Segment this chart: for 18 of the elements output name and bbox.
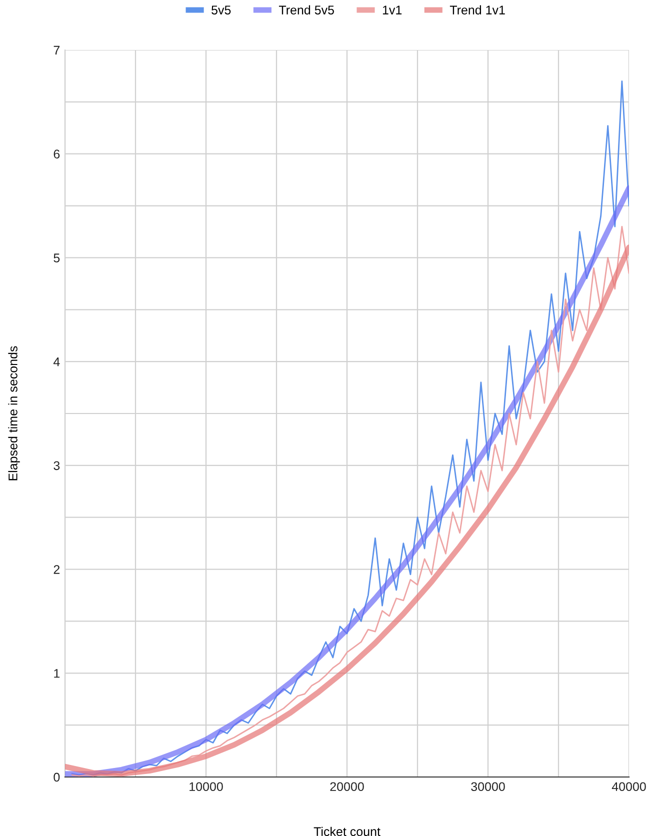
x-tick-label: 40000 bbox=[612, 782, 646, 792]
y-tick-label: 2 bbox=[54, 565, 60, 574]
y-tick-label: 1 bbox=[54, 669, 60, 678]
legend-label: 5v5 bbox=[212, 6, 231, 14]
y-tick-label: 3 bbox=[54, 461, 60, 470]
y-tick-label: 0 bbox=[54, 772, 60, 782]
x-tick-label: 30000 bbox=[471, 782, 505, 792]
x-tick-label: 20000 bbox=[330, 782, 364, 792]
legend-label: 1v1 bbox=[382, 6, 402, 14]
y-tick-label: 7 bbox=[54, 46, 60, 55]
legend-label: Trend 1v1 bbox=[450, 5, 505, 14]
y-tick-label: 5 bbox=[54, 254, 60, 262]
y-axis-title: Elapsed time in seconds bbox=[8, 346, 20, 480]
x-axis-title: Ticket count bbox=[314, 826, 380, 836]
y-tick-label: 4 bbox=[53, 358, 60, 366]
y-tick-label: 6 bbox=[54, 150, 60, 159]
x-tick-label: 10000 bbox=[190, 782, 223, 792]
legend-label: Trend 5v5 bbox=[278, 5, 334, 14]
